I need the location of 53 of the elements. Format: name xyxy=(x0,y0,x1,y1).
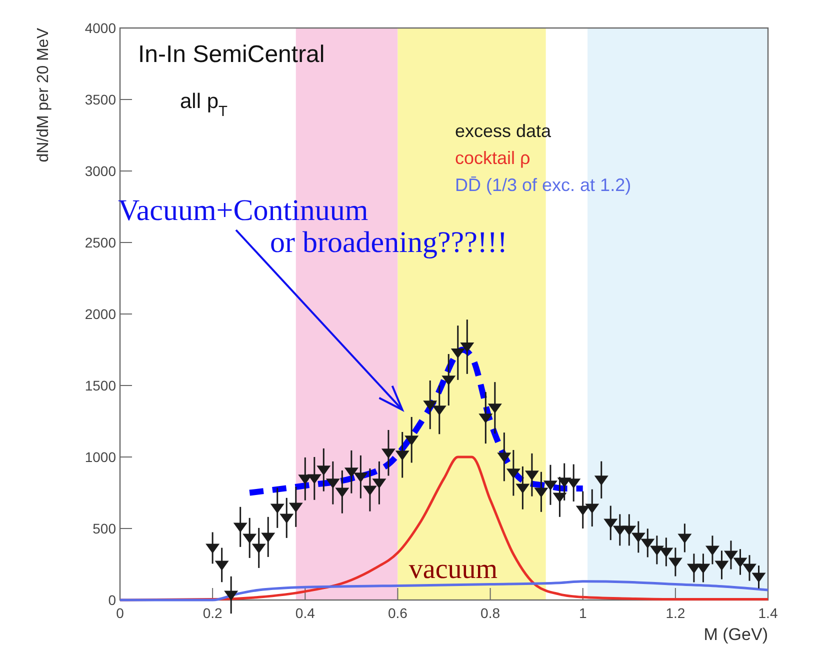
point xyxy=(252,544,266,554)
point xyxy=(233,522,248,533)
point xyxy=(307,474,322,484)
x-axis-title: M (GeV) xyxy=(704,625,768,644)
x-tick-label: 1 xyxy=(578,605,587,621)
y-tick-label: 500 xyxy=(92,520,116,536)
point xyxy=(242,534,257,544)
text: all p$_{T}$ xyxy=(180,90,228,120)
point xyxy=(733,558,748,568)
point xyxy=(206,544,220,554)
point xyxy=(752,572,766,583)
point xyxy=(714,560,729,571)
y-tick-label: 2500 xyxy=(84,234,116,250)
point xyxy=(724,550,738,561)
point xyxy=(742,564,756,574)
x-tick-label: 0.4 xyxy=(295,605,316,621)
x-tick-label: 0.2 xyxy=(202,605,223,621)
point xyxy=(288,502,303,513)
point xyxy=(270,504,284,514)
point xyxy=(631,532,646,543)
y-tick-label: 3000 xyxy=(84,163,116,179)
point xyxy=(604,518,618,529)
x-tick-label: 0.8 xyxy=(480,605,500,621)
point xyxy=(696,564,710,574)
point xyxy=(224,590,238,601)
point xyxy=(705,546,720,556)
point xyxy=(668,558,682,568)
text: DD̄ (1/3 of exc. at 1.2) xyxy=(455,175,632,195)
x-tick-label: 1.4 xyxy=(758,605,778,621)
point xyxy=(261,532,276,543)
point xyxy=(640,538,655,549)
point xyxy=(585,504,600,514)
point xyxy=(678,534,692,544)
point xyxy=(622,526,636,536)
point xyxy=(650,546,664,556)
point xyxy=(214,560,229,571)
point xyxy=(280,514,294,524)
text: excess data xyxy=(455,121,552,141)
y-axis-title: dN/dM per 20 MeV xyxy=(35,28,52,162)
x-tick-label: 1.2 xyxy=(666,605,686,621)
y-tick-label: 1000 xyxy=(84,449,116,465)
y-tick-label: 1500 xyxy=(84,378,116,394)
x-tick-label: 0.6 xyxy=(388,605,408,621)
y-tick-label: 3500 xyxy=(84,92,116,108)
y-tick-label: 0 xyxy=(108,592,116,608)
y-tick-label: 2000 xyxy=(84,306,116,322)
text: In-In SemiCentral xyxy=(138,41,325,68)
annotation: vacuum xyxy=(408,554,498,585)
y-tick-label: 4000 xyxy=(84,20,116,36)
point xyxy=(659,548,674,558)
point xyxy=(576,506,590,516)
text: cocktail ρ xyxy=(455,148,530,168)
line-series xyxy=(118,580,770,602)
